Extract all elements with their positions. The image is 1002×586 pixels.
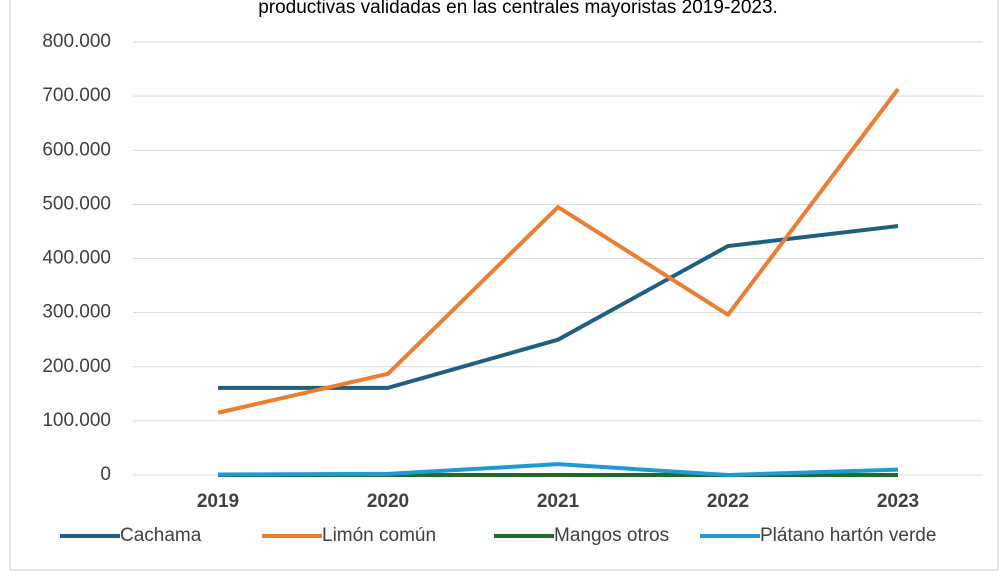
- x-tick-label: 2023: [877, 491, 919, 512]
- y-tick-label: 300.000: [42, 302, 111, 323]
- x-tick-label: 2022: [707, 491, 749, 512]
- legend-label: Limón común: [322, 525, 436, 546]
- chart-border: [9, 0, 999, 571]
- x-tick-label: 2019: [197, 491, 239, 512]
- y-tick-label: 500.000: [42, 193, 111, 214]
- line-series: [217, 87, 900, 415]
- legend-label: Plátano hartón verde: [760, 525, 936, 546]
- y-tick-label: 400.000: [42, 248, 111, 269]
- y-tick-label: 700.000: [42, 85, 111, 106]
- line-series: [217, 462, 899, 477]
- x-tick-label: 2020: [367, 491, 409, 512]
- y-tick-label: 0: [100, 464, 111, 485]
- y-tick-label: 800.000: [42, 31, 111, 52]
- x-tick-label: 2021: [537, 491, 580, 512]
- legend-label: Cachama: [120, 525, 202, 546]
- chart-title: productivas validadas en las centrales m…: [258, 0, 778, 18]
- y-tick-label: 100.000: [42, 410, 111, 431]
- y-tick-label: 200.000: [42, 356, 111, 377]
- y-tick-label: 600.000: [42, 139, 111, 160]
- legend-label: Mangos otros: [554, 525, 669, 546]
